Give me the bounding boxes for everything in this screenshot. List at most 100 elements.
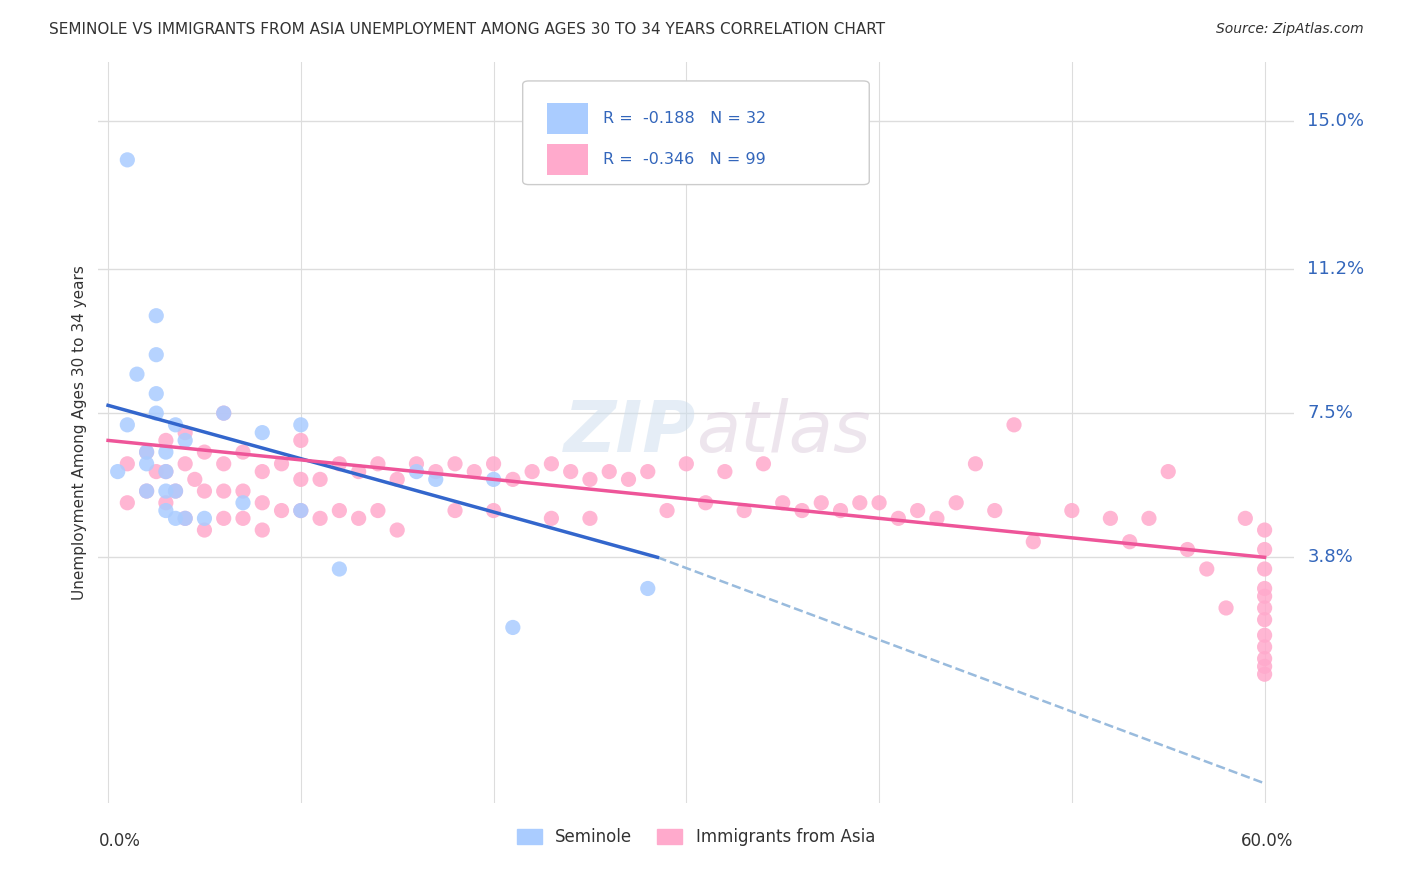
Point	[212, 457, 235, 471]
Point	[117, 153, 139, 167]
Bar	[547, 103, 589, 135]
Point	[1253, 659, 1275, 673]
Point	[1060, 503, 1083, 517]
Point	[367, 503, 389, 517]
Point	[290, 417, 312, 432]
Point	[347, 511, 370, 525]
Point	[232, 484, 254, 499]
Text: 60.0%: 60.0%	[1241, 832, 1294, 850]
Point	[290, 434, 312, 448]
Point	[830, 503, 852, 517]
Point	[425, 465, 447, 479]
Point	[252, 425, 274, 440]
Point	[520, 465, 543, 479]
Text: SEMINOLE VS IMMIGRANTS FROM ASIA UNEMPLOYMENT AMONG AGES 30 TO 34 YEARS CORRELAT: SEMINOLE VS IMMIGRANTS FROM ASIA UNEMPLO…	[49, 22, 886, 37]
Point	[145, 386, 167, 401]
Point	[252, 523, 274, 537]
Point	[637, 582, 659, 596]
Point	[270, 503, 292, 517]
Text: 0.0%: 0.0%	[98, 832, 141, 850]
Point	[117, 417, 139, 432]
Point	[617, 472, 640, 486]
Point	[232, 496, 254, 510]
Point	[925, 511, 948, 525]
Point	[1253, 523, 1275, 537]
Point	[174, 457, 197, 471]
Point	[1253, 589, 1275, 603]
Point	[444, 503, 467, 517]
Point	[117, 496, 139, 510]
Point	[328, 503, 350, 517]
Point	[540, 511, 562, 525]
Point	[502, 620, 524, 634]
Text: 15.0%: 15.0%	[1308, 112, 1364, 130]
Point	[174, 511, 197, 525]
Point	[984, 503, 1007, 517]
Point	[193, 445, 215, 459]
Point	[232, 511, 254, 525]
Point	[385, 472, 409, 486]
Point	[1118, 534, 1140, 549]
Point	[1253, 613, 1275, 627]
Point	[165, 511, 187, 525]
Point	[405, 457, 427, 471]
Point	[1253, 667, 1275, 681]
Point	[135, 457, 157, 471]
Point	[733, 503, 755, 517]
Point	[232, 445, 254, 459]
Text: R =  -0.346   N = 99: R = -0.346 N = 99	[603, 152, 765, 167]
Point	[328, 562, 350, 576]
Point	[482, 472, 505, 486]
Point	[1253, 628, 1275, 642]
Point	[145, 348, 167, 362]
Point	[675, 457, 697, 471]
Point	[328, 457, 350, 471]
Point	[425, 472, 447, 486]
Point	[309, 472, 332, 486]
Point	[135, 484, 157, 499]
Point	[117, 457, 139, 471]
Point	[252, 465, 274, 479]
Point	[184, 472, 207, 486]
Point	[290, 503, 312, 517]
Point	[1253, 601, 1275, 615]
Point	[1099, 511, 1122, 525]
Y-axis label: Unemployment Among Ages 30 to 34 years: Unemployment Among Ages 30 to 34 years	[72, 265, 87, 600]
Point	[695, 496, 717, 510]
Point	[155, 434, 177, 448]
Point	[135, 484, 157, 499]
Point	[790, 503, 813, 517]
Point	[385, 523, 409, 537]
Point	[405, 465, 427, 479]
Point	[444, 457, 467, 471]
Point	[125, 367, 148, 381]
Point	[367, 457, 389, 471]
Point	[1253, 562, 1275, 576]
Point	[1177, 542, 1199, 557]
Point	[965, 457, 987, 471]
Point	[752, 457, 775, 471]
Point	[155, 484, 177, 499]
Point	[290, 503, 312, 517]
Point	[579, 511, 602, 525]
Point	[598, 465, 620, 479]
Point	[193, 484, 215, 499]
Point	[1137, 511, 1160, 525]
Point	[482, 503, 505, 517]
Point	[165, 484, 187, 499]
Point	[1157, 465, 1180, 479]
Point	[887, 511, 910, 525]
Point	[1022, 534, 1045, 549]
Point	[135, 445, 157, 459]
Point	[290, 472, 312, 486]
Point	[155, 496, 177, 510]
Point	[868, 496, 890, 510]
Point	[1253, 542, 1275, 557]
Point	[655, 503, 678, 517]
Point	[1253, 651, 1275, 665]
Point	[155, 465, 177, 479]
Point	[193, 523, 215, 537]
Point	[145, 406, 167, 420]
Legend: Seminole, Immigrants from Asia: Seminole, Immigrants from Asia	[517, 829, 875, 847]
Point	[145, 465, 167, 479]
